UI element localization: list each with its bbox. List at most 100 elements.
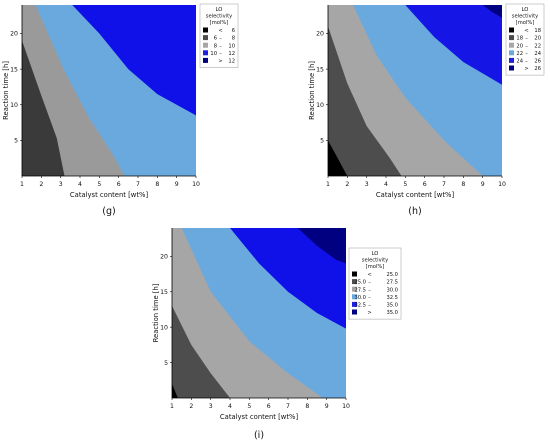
legend-title: [mol%] [516, 20, 535, 26]
legend-op: < [367, 272, 371, 278]
legend-hi: 12 [228, 51, 235, 57]
legend-swatch [509, 35, 514, 41]
x-tick-label: 1 [170, 403, 174, 410]
legend-op: – [368, 295, 371, 301]
legend-swatch [509, 27, 514, 33]
legend-title: selectivity [206, 14, 232, 20]
legend-hi: 10 [228, 43, 235, 49]
x-tick-label: 10 [342, 403, 350, 410]
legend-op: – [219, 36, 222, 42]
legend-op: – [525, 59, 528, 65]
x-tick-label: 9 [481, 181, 485, 188]
y-tick-label: 5 [14, 138, 18, 145]
legend-lo: 32.5 [354, 303, 366, 309]
legend-swatch [352, 279, 357, 285]
legend-op: < [218, 28, 222, 34]
x-tick-label: 7 [286, 403, 290, 410]
x-axis-label: Catalyst content [wt%] [220, 413, 299, 421]
legend-hi: 6 [232, 28, 235, 34]
x-tick-label: 6 [423, 181, 427, 188]
legend-hi: 24 [534, 51, 541, 57]
legend-hi: 32.5 [386, 295, 398, 301]
legend-hi: 12 [228, 59, 235, 65]
legend-op: > [367, 310, 371, 316]
legend-swatch [203, 50, 208, 56]
x-tick-label: 2 [189, 403, 193, 410]
x-tick-label: 7 [136, 181, 140, 188]
legend-title: selectivity [512, 14, 538, 20]
legend-op: > [218, 59, 222, 65]
legend-hi: 35.0 [386, 303, 398, 309]
y-tick-label: 10 [160, 324, 168, 331]
legend-swatch [203, 57, 208, 63]
y-tick-label: 20 [160, 254, 168, 261]
legend-op: – [368, 280, 371, 286]
legend-op: < [524, 28, 528, 34]
x-axis-label: Catalyst content [wt%] [376, 191, 455, 199]
y-tick-label: 10 [10, 102, 18, 109]
legend-box [348, 247, 402, 320]
y-tick-label: 15 [316, 66, 324, 73]
legend-hi: 35.0 [386, 310, 398, 316]
legend-hi: 25.0 [386, 272, 398, 278]
legend-swatch [203, 42, 208, 48]
legend-title: [mol%] [210, 20, 229, 26]
x-tick-label: 2 [345, 181, 349, 188]
x-tick-label: 4 [228, 403, 232, 410]
legend-lo: 22 [516, 51, 523, 57]
legend-swatch [509, 57, 514, 63]
y-axis-label: Reaction time [h] [308, 61, 316, 120]
legend-swatch [509, 65, 514, 71]
contour-band-0 [172, 383, 178, 398]
x-tick-label: 9 [175, 181, 179, 188]
legend-lo: 6 [214, 36, 217, 42]
legend-swatch [509, 50, 514, 56]
legend-swatch [509, 42, 514, 48]
y-tick-label: 20 [10, 31, 18, 38]
y-tick-label: 5 [320, 138, 324, 145]
legend-hi: 18 [534, 28, 541, 34]
y-axis-label: Reaction time [h] [2, 61, 10, 120]
legend-lo: 10 [210, 51, 217, 57]
x-tick-label: 6 [117, 181, 121, 188]
legend-lo: 8 [214, 43, 217, 49]
legend-hi: 27.5 [386, 280, 398, 286]
legend-hi: 22 [534, 43, 541, 49]
legend-swatch [352, 286, 357, 292]
x-tick-label: 3 [209, 403, 213, 410]
x-tick-label: 4 [78, 181, 82, 188]
x-tick-label: 5 [403, 181, 407, 188]
panel-caption: (h) [408, 206, 421, 217]
y-tick-label: 15 [10, 66, 18, 73]
x-tick-label: 5 [97, 181, 101, 188]
legend-swatch [352, 301, 357, 307]
x-tick-label: 1 [326, 181, 330, 188]
y-tick-label: 20 [316, 31, 324, 38]
x-tick-label: 5 [247, 403, 251, 410]
legend-swatch [203, 27, 208, 33]
x-tick-label: 7 [442, 181, 446, 188]
x-axis-label: Catalyst content [wt%] [70, 191, 149, 199]
contour-panel-h: 1 2 3 4 5 6 7 8 9 10 5 10 15 20 Catalyst content [wt%]… [308, 3, 545, 217]
plot-area [22, 5, 196, 176]
x-tick-label: 10 [192, 181, 200, 188]
legend-op: – [219, 51, 222, 57]
legend-lo: 30.0 [354, 295, 366, 301]
legend-hi: 30.0 [386, 287, 398, 293]
x-tick-label: 3 [365, 181, 369, 188]
legend-hi: 20 [534, 36, 541, 42]
legend-op: – [219, 43, 222, 49]
legend-swatch [352, 294, 357, 300]
legend-title: [mol%] [366, 264, 385, 270]
panel-caption: (i) [254, 430, 264, 441]
legend-hi: 8 [232, 36, 235, 42]
legend-op: > [524, 66, 528, 72]
x-tick-label: 8 [461, 181, 465, 188]
legend-lo: 27.5 [354, 287, 366, 293]
legend-title: LO [216, 7, 223, 13]
x-tick-label: 1 [20, 181, 24, 188]
legend-hi: 26 [534, 66, 541, 72]
